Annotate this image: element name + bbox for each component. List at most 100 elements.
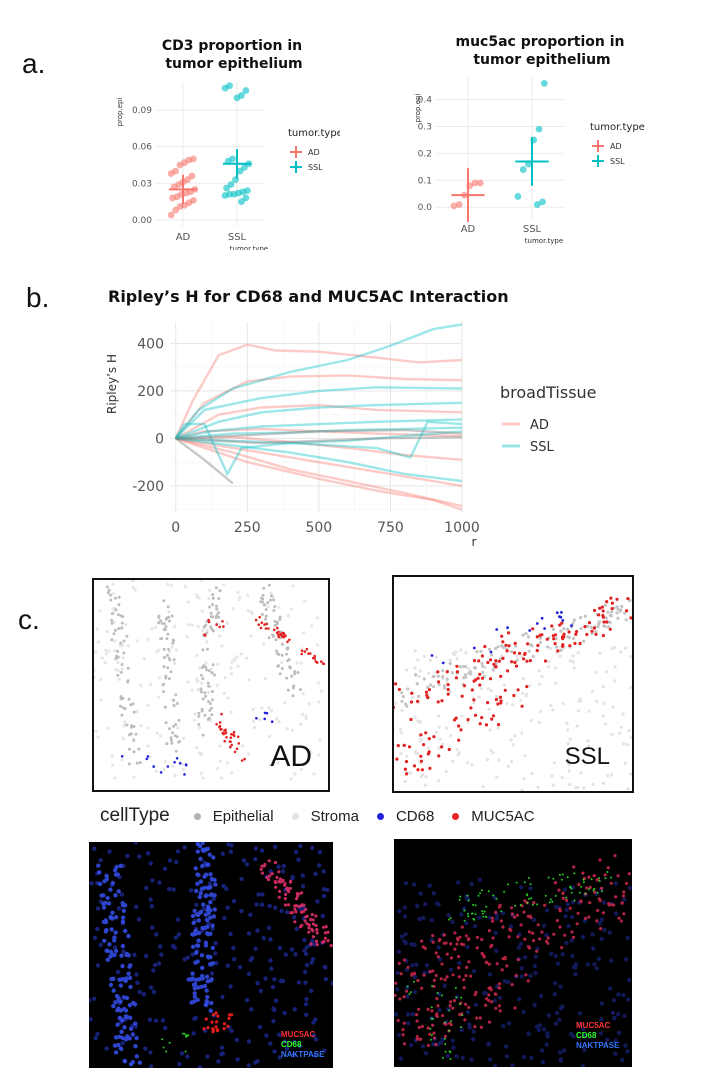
if-left-naktpase-dot: [321, 886, 327, 892]
map-ad-cell-epithelial: [120, 670, 123, 674]
if-left-cd68-dot: [168, 1041, 171, 1044]
if-right-muc5ac-dot: [531, 931, 535, 935]
map-ssl-cell-muc5ac: [505, 649, 509, 653]
if-right-muc5ac-dot: [532, 901, 536, 905]
map-ad-cell-epithelial: [112, 632, 116, 636]
if-left-naktpase-dot: [156, 961, 162, 966]
if-right-cd68-dot: [448, 918, 451, 921]
map-ad-cell-epithelial: [132, 739, 136, 742]
if-right-cd68-dot: [547, 876, 550, 879]
if-left-naktpase-dot: [107, 849, 112, 854]
map-ssl-cell-epithelial: [590, 631, 594, 636]
map-ssl-cell-stroma: [427, 671, 431, 675]
if-right-muc5ac-dot: [519, 923, 523, 927]
map-ssl-cell-muc5ac: [447, 747, 451, 752]
map-ad-cell-cd68: [263, 711, 267, 715]
if-right-cd68-dot: [536, 903, 539, 906]
if-left-naktpase-dot: [219, 1051, 224, 1057]
map-ad-cell-stroma: [98, 609, 102, 613]
if-left-naktpase-dot: [134, 1035, 139, 1041]
map-ad-cell-stroma: [131, 580, 135, 583]
map-ssl-cell-stroma: [554, 681, 558, 685]
map-ad-cell-epithelial: [107, 588, 111, 592]
map-ad-cell-muc5ac: [267, 627, 270, 630]
if-right-muc5ac-dot: [420, 939, 424, 943]
ripley-xtick-label: 250: [234, 520, 261, 536]
map-ssl-cell-stroma: [519, 698, 523, 703]
if-left-naktpase-dot: [95, 963, 101, 968]
map-ad-cell-stroma: [157, 676, 161, 680]
map-ad-cell-stroma: [95, 627, 99, 631]
map-ssl-cell-stroma: [479, 687, 483, 691]
if-right-muc5ac-dot: [398, 997, 402, 1001]
map-ssl-cell-muc5ac: [578, 641, 582, 646]
map-ssl-cell-muc5ac: [592, 626, 596, 630]
if-left-naktpase-dot: [177, 1062, 182, 1067]
map-ad-cell-epithelial: [215, 604, 218, 608]
if-left-naktpase-signal: [96, 863, 142, 1067]
map-ad-cell-stroma: [132, 775, 136, 779]
if-right-naktpase-dot: [506, 1021, 512, 1026]
if-right-muc5ac-dot: [442, 941, 446, 945]
map-ssl-cell-stroma: [622, 742, 626, 746]
if-right-naktpase-dot: [442, 983, 447, 988]
map-ad-cell-stroma: [291, 584, 295, 588]
if-right-cd68-dot: [444, 1021, 447, 1024]
if-left-naktpase-dot: [204, 999, 209, 1004]
if-right-muc5ac-dot: [438, 937, 442, 941]
if-left-muc5ac-dot: [265, 875, 269, 880]
if-left-naktpase-dot: [153, 1018, 159, 1023]
map-ssl-cell-muc5ac: [507, 631, 511, 635]
map-ad-cell-stroma: [154, 625, 158, 629]
if-right-naktpase-dot: [602, 927, 607, 933]
if-right-cd68-dot: [492, 894, 495, 897]
map-ssl-cell-muc5ac: [416, 768, 420, 772]
map-ssl-cell-stroma: [399, 752, 403, 756]
map-ad-cell-muc5ac: [222, 732, 225, 736]
cd3-point-ssl: [242, 87, 250, 94]
if-left-naktpase-dot: [204, 893, 209, 898]
if-right-naktpase-dot: [532, 963, 537, 969]
if-right-muc5ac-dot: [564, 898, 569, 902]
map-ssl-cell-epithelial: [572, 636, 576, 641]
if-right-naktpase-dot: [596, 956, 601, 962]
if-right-muc5ac-dot: [457, 975, 461, 979]
if-left-naktpase-dot: [290, 874, 295, 880]
map-ad-cell-stroma: [236, 591, 240, 595]
muc5ac-ytick-label: 0.0: [418, 203, 433, 213]
map-ssl-cell-stroma: [515, 654, 519, 658]
map-ssl-cell-muc5ac: [535, 648, 539, 653]
map-ad-cell-epithelial: [105, 585, 109, 589]
map-ad-cell-stroma: [111, 763, 115, 767]
if-left-naktpase-dot: [158, 944, 163, 949]
map-ssl-cell-muc5ac: [499, 701, 503, 705]
map-ad-cell-epithelial: [157, 621, 160, 625]
if-left-naktpase-dot: [248, 912, 253, 917]
if-right-naktpase-dot: [445, 1053, 450, 1058]
map-ssl-cell-epithelial: [597, 622, 601, 626]
map-ad-cell-muc5ac: [229, 745, 232, 749]
map-ad-cell-epithelial: [296, 671, 300, 674]
if-left-naktpase-dot: [256, 892, 261, 897]
map-ad-cell-epithelial: [209, 611, 213, 615]
map-ssl-cell-stroma: [521, 691, 525, 695]
if-right-muc5ac-dot: [493, 992, 497, 996]
map-ad-cell-epithelial: [168, 727, 171, 731]
map-ad-cell-cd68: [120, 755, 124, 758]
if-right-naktpase-dot: [414, 962, 419, 967]
if-left-naktpase-dot: [116, 1042, 121, 1048]
map-ad-cell-epithelial: [201, 677, 205, 681]
if-right-cd68-dot: [472, 903, 475, 906]
map-ssl-cell-epithelial: [539, 640, 543, 644]
if-right-naktpase-dot: [577, 1011, 583, 1016]
if-right-cd68-dot: [466, 912, 469, 915]
map-ssl-cell-muc5ac: [494, 665, 498, 669]
map-ad-cell-epithelial: [272, 634, 276, 638]
map-ssl-cell-stroma: [629, 685, 632, 689]
map-ssl-cell-muc5ac: [445, 670, 449, 674]
map-ad-cell-stroma: [135, 709, 139, 714]
if-right-muc5ac-dot: [514, 973, 518, 978]
map-ad-cell-stroma: [200, 681, 204, 685]
ripley-line-ad: [175, 437, 463, 511]
map-ad-cell-epithelial: [293, 672, 297, 676]
